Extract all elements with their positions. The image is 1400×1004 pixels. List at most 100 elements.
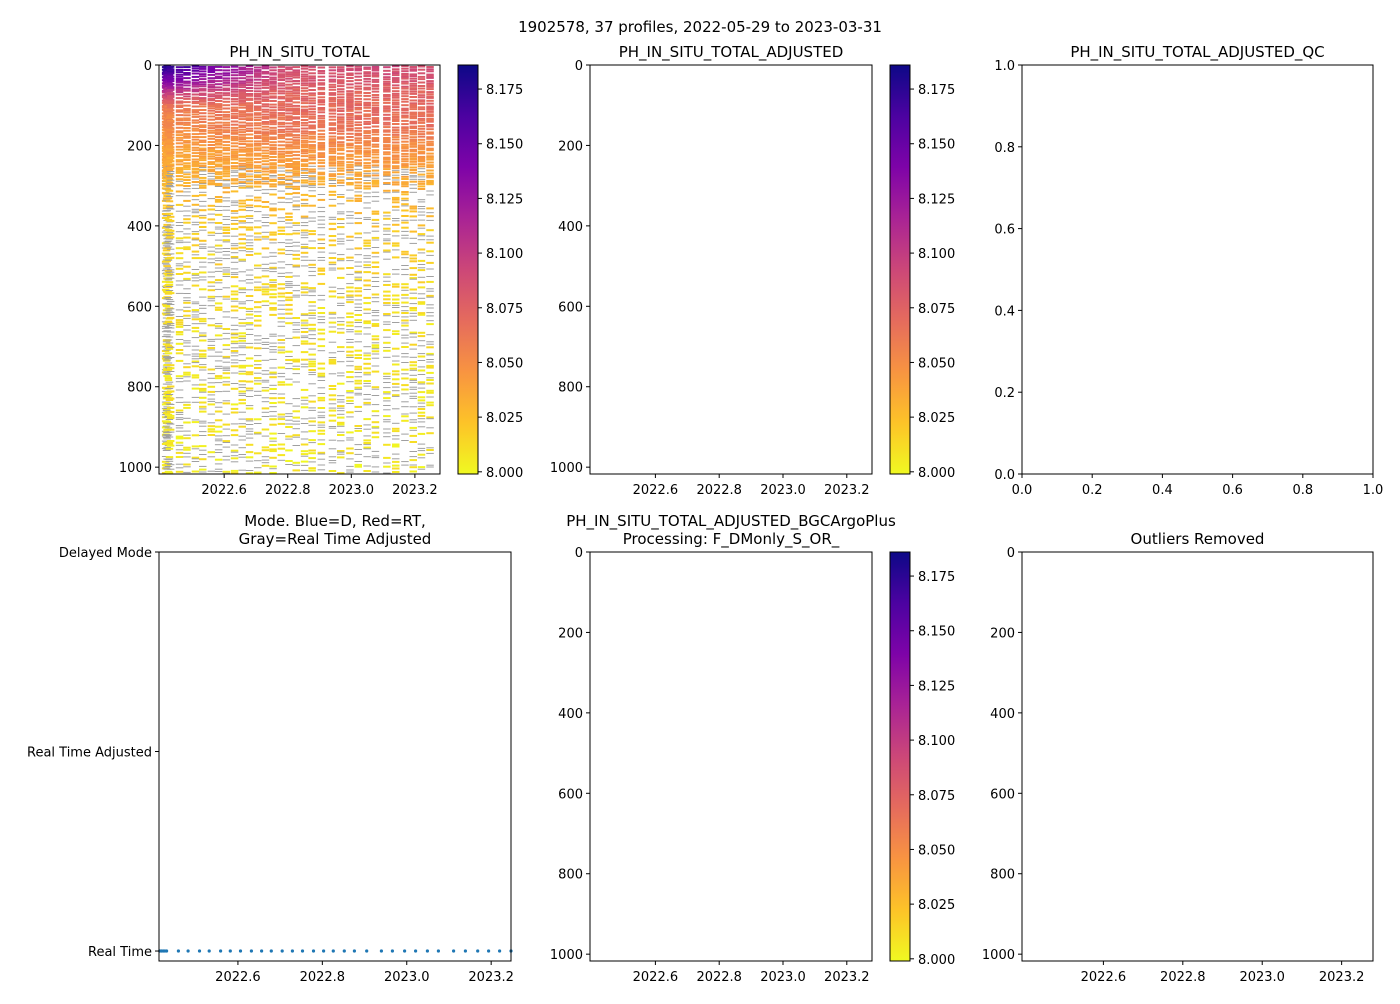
heatmap-cell: [214, 146, 223, 149]
heatmap-cell: [417, 121, 426, 124]
heatmap-cell: [199, 170, 207, 172]
heatmap-cell: [292, 157, 300, 160]
heatmap-cell: [199, 124, 207, 127]
heatmap-cell: [317, 432, 326, 435]
y-tick-label: 200: [558, 139, 583, 154]
heatmap-cell: [166, 269, 175, 271]
heatmap-cell: [417, 185, 426, 188]
heatmap-cell: [328, 98, 337, 101]
heatmap-cell: [417, 408, 426, 410]
heatmap-cell: [354, 134, 362, 137]
heatmap-cell: [261, 411, 270, 413]
heatmap-cell: [401, 301, 409, 304]
heatmap-cell: [285, 317, 293, 319]
heatmap-cell: [426, 346, 434, 349]
heatmap-cell: [363, 448, 371, 450]
heatmap-cell: [222, 287, 231, 289]
heatmap-cell: [238, 150, 246, 153]
heatmap-cell: [175, 151, 184, 154]
heatmap-cell: [183, 104, 191, 107]
heatmap-cell: [401, 393, 409, 395]
heatmap-cell: [371, 111, 380, 114]
heatmap-cell: [261, 100, 270, 102]
heatmap-cell: [269, 90, 277, 93]
heatmap-cell: [238, 176, 246, 179]
heatmap-cell: [214, 83, 223, 86]
heatmap-cell: [417, 421, 426, 423]
heatmap-cell: [245, 143, 254, 146]
heatmap-cell: [165, 189, 174, 192]
heatmap-cell: [238, 242, 246, 245]
heatmap-cell: [207, 390, 216, 393]
heatmap-cell: [245, 157, 254, 160]
colorbar: [457, 64, 479, 475]
heatmap-cell: [409, 115, 417, 118]
heatmap-cell: [317, 319, 326, 320]
heatmap-cell: [230, 261, 239, 263]
heatmap-cell: [371, 101, 380, 104]
heatmap-cell: [183, 154, 191, 157]
heatmap-cell: [317, 469, 326, 471]
heatmap-cell: [363, 162, 371, 165]
heatmap-cell: [254, 372, 262, 374]
heatmap-cell: [214, 213, 223, 216]
heatmap-cell: [269, 262, 277, 264]
heatmap-cell: [383, 421, 391, 423]
heatmap-cell: [191, 125, 200, 128]
heatmap-cell: [277, 137, 286, 140]
heatmap-cell: [354, 392, 362, 394]
heatmap-cell: [245, 144, 254, 147]
heatmap-cell: [383, 336, 391, 338]
heatmap-cell: [191, 88, 200, 91]
heatmap-cell: [346, 144, 354, 147]
heatmap-cell: [199, 103, 207, 106]
heatmap-cell: [161, 327, 170, 329]
heatmap-cell: [363, 239, 371, 242]
heatmap-cell: [292, 373, 300, 375]
heatmap-cell: [207, 115, 216, 118]
heatmap-cell: [354, 75, 362, 78]
heatmap-cell: [328, 216, 337, 218]
y-tick-label: 1.0: [994, 59, 1015, 74]
heatmap-cell: [214, 244, 223, 247]
heatmap-cell: [214, 425, 223, 428]
heatmap-cell: [245, 164, 254, 167]
heatmap-cell: [417, 113, 426, 116]
heatmap-cell: [222, 172, 231, 175]
heatmap-cell: [261, 235, 270, 238]
heatmap-cell: [191, 85, 200, 88]
heatmap-cell: [277, 459, 286, 461]
heatmap-cell: [207, 456, 216, 458]
heatmap-cell: [230, 95, 239, 98]
heatmap-cell: [300, 148, 309, 151]
heatmap-cell: [175, 412, 184, 413]
heatmap-cell: [191, 250, 200, 253]
heatmap-cell: [308, 127, 316, 130]
heatmap-cell: [175, 171, 184, 174]
heatmap-cell: [308, 233, 316, 236]
heatmap-cell: [222, 229, 231, 232]
heatmap-cell: [269, 166, 277, 168]
heatmap-cell: [277, 173, 286, 176]
heatmap-cell: [238, 360, 246, 362]
heatmap-cell: [426, 334, 434, 336]
heatmap-cell: [300, 460, 309, 463]
heatmap-cell: [175, 66, 184, 69]
heatmap-cell: [277, 366, 286, 369]
heatmap-cell: [238, 82, 246, 85]
heatmap-cell: [308, 149, 316, 152]
heatmap-cell: [337, 243, 345, 245]
heatmap-cell: [337, 118, 345, 121]
heatmap-cell: [317, 91, 326, 94]
heatmap-cell: [363, 123, 371, 125]
heatmap-cell: [417, 418, 426, 420]
heatmap-cell: [300, 363, 309, 365]
heatmap-cell: [191, 113, 200, 116]
colorbar-tick-label: 8.175: [486, 83, 523, 98]
heatmap-cell: [207, 83, 216, 86]
heatmap-cell: [317, 148, 326, 151]
heatmap-cell: [417, 293, 426, 295]
heatmap-cell: [317, 415, 326, 417]
heatmap-cell: [401, 368, 409, 371]
heatmap-cell: [383, 84, 391, 87]
